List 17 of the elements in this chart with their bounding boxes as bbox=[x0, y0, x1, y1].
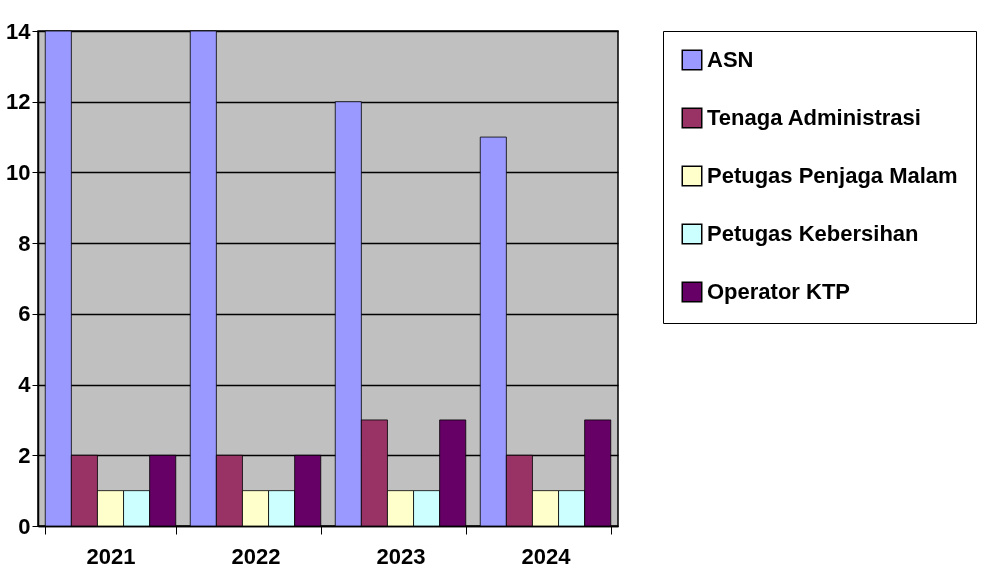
y-tick-label: 4 bbox=[18, 372, 32, 398]
y-tick-label: 0 bbox=[18, 513, 31, 539]
legend-label: Operator KTP bbox=[707, 279, 851, 304]
y-tick-label: 6 bbox=[18, 301, 31, 327]
x-tick-label: 2022 bbox=[231, 543, 281, 569]
y-tick-label: 12 bbox=[6, 89, 31, 115]
legend-label: Tenaga Administrasi bbox=[707, 105, 921, 130]
x-tick-label: 2023 bbox=[376, 543, 426, 569]
x-tick-label: 2021 bbox=[86, 543, 136, 569]
y-tick-label: 2 bbox=[18, 442, 31, 468]
x-tick-label: 2024 bbox=[521, 543, 572, 569]
legend-label: Petugas Kebersihan bbox=[707, 221, 919, 246]
y-tick-label: 8 bbox=[18, 230, 31, 256]
legend-label: ASN bbox=[707, 47, 754, 72]
y-tick-label: 14 bbox=[6, 18, 32, 44]
legend-label: Petugas Penjaga Malam bbox=[707, 163, 958, 188]
y-tick-label: 10 bbox=[6, 159, 31, 185]
